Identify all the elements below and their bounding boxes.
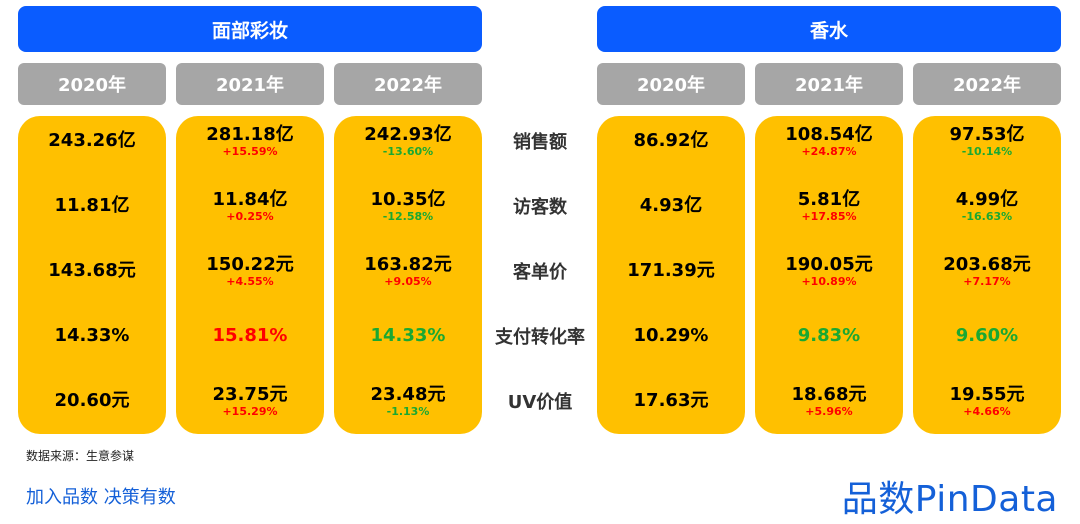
metric-cell: 97.53亿 -10.14% [913,116,1061,166]
metric-value: 242.93亿 [364,123,452,145]
change-percent: +15.59% [222,144,278,158]
data-column: 242.93亿 -13.60% 10.35亿 -12.58% 163.82元 +9.05%… [334,116,482,434]
metric-value: 150.22元 [206,253,294,275]
metric-value: 10.29% [633,325,709,346]
metric-label-visitors: 访客数 [513,197,567,218]
change-percent: -16.63% [961,209,1013,223]
metric-cell: 17.63元 [597,376,745,426]
metric-value: 23.48元 [370,383,446,405]
metric-value: 11.84亿 [212,188,288,210]
change-percent: +9.05% [384,274,432,288]
metric-value: 86.92亿 [633,130,709,151]
metric-value: 23.75元 [212,383,288,405]
metric-cell: 5.81亿 +17.85% [755,181,903,231]
metric-value: 5.81亿 [797,188,861,210]
metric-value: 10.35亿 [370,188,446,210]
change-percent: +7.17% [963,274,1011,288]
metric-cell: 23.48元 -1.13% [334,376,482,426]
metric-value: 163.82元 [364,253,452,275]
data-column: 108.54亿 +24.87% 5.81亿 +17.85% 190.05元 +10.89%… [755,116,903,434]
year-header: 2021年 [176,63,324,105]
metric-cell: 10.29% [597,311,745,361]
metric-cell: 4.93亿 [597,181,745,231]
metric-value: 17.63元 [633,390,709,411]
metric-value: 243.26亿 [48,130,136,151]
category-header-perfume: 香水 [597,6,1061,52]
metric-label-uv-value: UV价值 [507,392,573,413]
slogan: 加入品数 决策有数 [26,487,176,508]
metric-label-avg-order: 客单价 [513,262,567,283]
metric-value: 9.60% [955,325,1019,346]
change-percent: -10.14% [961,144,1013,158]
metric-cell: 20.60元 [18,376,166,426]
metric-cell: 19.55元 +4.66% [913,376,1061,426]
category-header-makeup: 面部彩妆 [18,6,482,52]
year-header: 2022年 [913,63,1061,105]
metric-cell: 23.75元 +15.29% [176,376,324,426]
metric-cell: 14.33% [18,311,166,361]
year-header: 2022年 [334,63,482,105]
change-percent: +10.89% [801,274,857,288]
metric-cell: 15.81% [176,311,324,361]
data-column: 97.53亿 -10.14% 4.99亿 -16.63% 203.68元 +7.17% 9.… [913,116,1061,434]
metric-cell: 18.68元 +5.96% [755,376,903,426]
metric-cell: 14.33% [334,311,482,361]
metric-cell: 242.93亿 -13.60% [334,116,482,166]
metric-value: 19.55元 [949,383,1025,405]
metric-cell: 281.18亿 +15.59% [176,116,324,166]
change-percent: +0.25% [226,209,274,223]
change-percent: +4.55% [226,274,274,288]
metric-value: 97.53亿 [949,123,1025,145]
year-header: 2020年 [597,63,745,105]
metric-value: 4.99亿 [955,188,1019,210]
metric-cell: 150.22元 +4.55% [176,246,324,296]
change-percent: -13.60% [382,144,434,158]
metric-value: 15.81% [212,325,288,346]
metric-cell: 11.84亿 +0.25% [176,181,324,231]
metric-value: 171.39元 [627,260,715,281]
metric-cell: 143.68元 [18,246,166,296]
data-column: 86.92亿 4.93亿 171.39元 10.29% 17.63元 [597,116,745,434]
metric-label-conversion: 支付转化率 [495,327,585,348]
metric-cell: 9.60% [913,311,1061,361]
metric-cell: 163.82元 +9.05% [334,246,482,296]
metric-value: 108.54亿 [785,123,873,145]
change-percent: -12.58% [382,209,434,223]
metric-cell: 4.99亿 -16.63% [913,181,1061,231]
metric-cell: 86.92亿 [597,116,745,166]
metric-cell: 190.05元 +10.89% [755,246,903,296]
change-percent: +24.87% [801,144,857,158]
metric-cell: 171.39元 [597,246,745,296]
year-header: 2021年 [755,63,903,105]
change-percent: +17.85% [801,209,857,223]
change-percent: +5.96% [805,404,853,418]
metric-cell: 10.35亿 -12.58% [334,181,482,231]
metric-value: 4.93亿 [639,195,703,216]
metric-value: 281.18亿 [206,123,294,145]
metric-value: 11.81亿 [54,195,130,216]
brand-logo: 品数PinData [841,479,1058,520]
data-source: 数据来源：生意参谋 [26,449,135,463]
change-percent: -1.13% [386,404,430,418]
metric-cell: 9.83% [755,311,903,361]
metric-value: 9.83% [797,325,861,346]
metric-label-sales: 销售额 [513,132,567,153]
metric-value: 190.05元 [785,253,873,275]
data-column: 243.26亿 11.81亿 143.68元 14.33% 20.60元 [18,116,166,434]
metric-value: 203.68元 [943,253,1031,275]
metric-value: 20.60元 [54,390,130,411]
metric-cell: 11.81亿 [18,181,166,231]
metric-cell: 243.26亿 [18,116,166,166]
data-column: 281.18亿 +15.59% 11.84亿 +0.25% 150.22元 +4.55% 1… [176,116,324,434]
metric-value: 18.68元 [791,383,867,405]
change-percent: +4.66% [963,404,1011,418]
metric-value: 143.68元 [48,260,136,281]
metric-value: 14.33% [370,325,446,346]
change-percent: +15.29% [222,404,278,418]
year-header: 2020年 [18,63,166,105]
metric-value: 14.33% [54,325,130,346]
metric-cell: 203.68元 +7.17% [913,246,1061,296]
metric-cell: 108.54亿 +24.87% [755,116,903,166]
